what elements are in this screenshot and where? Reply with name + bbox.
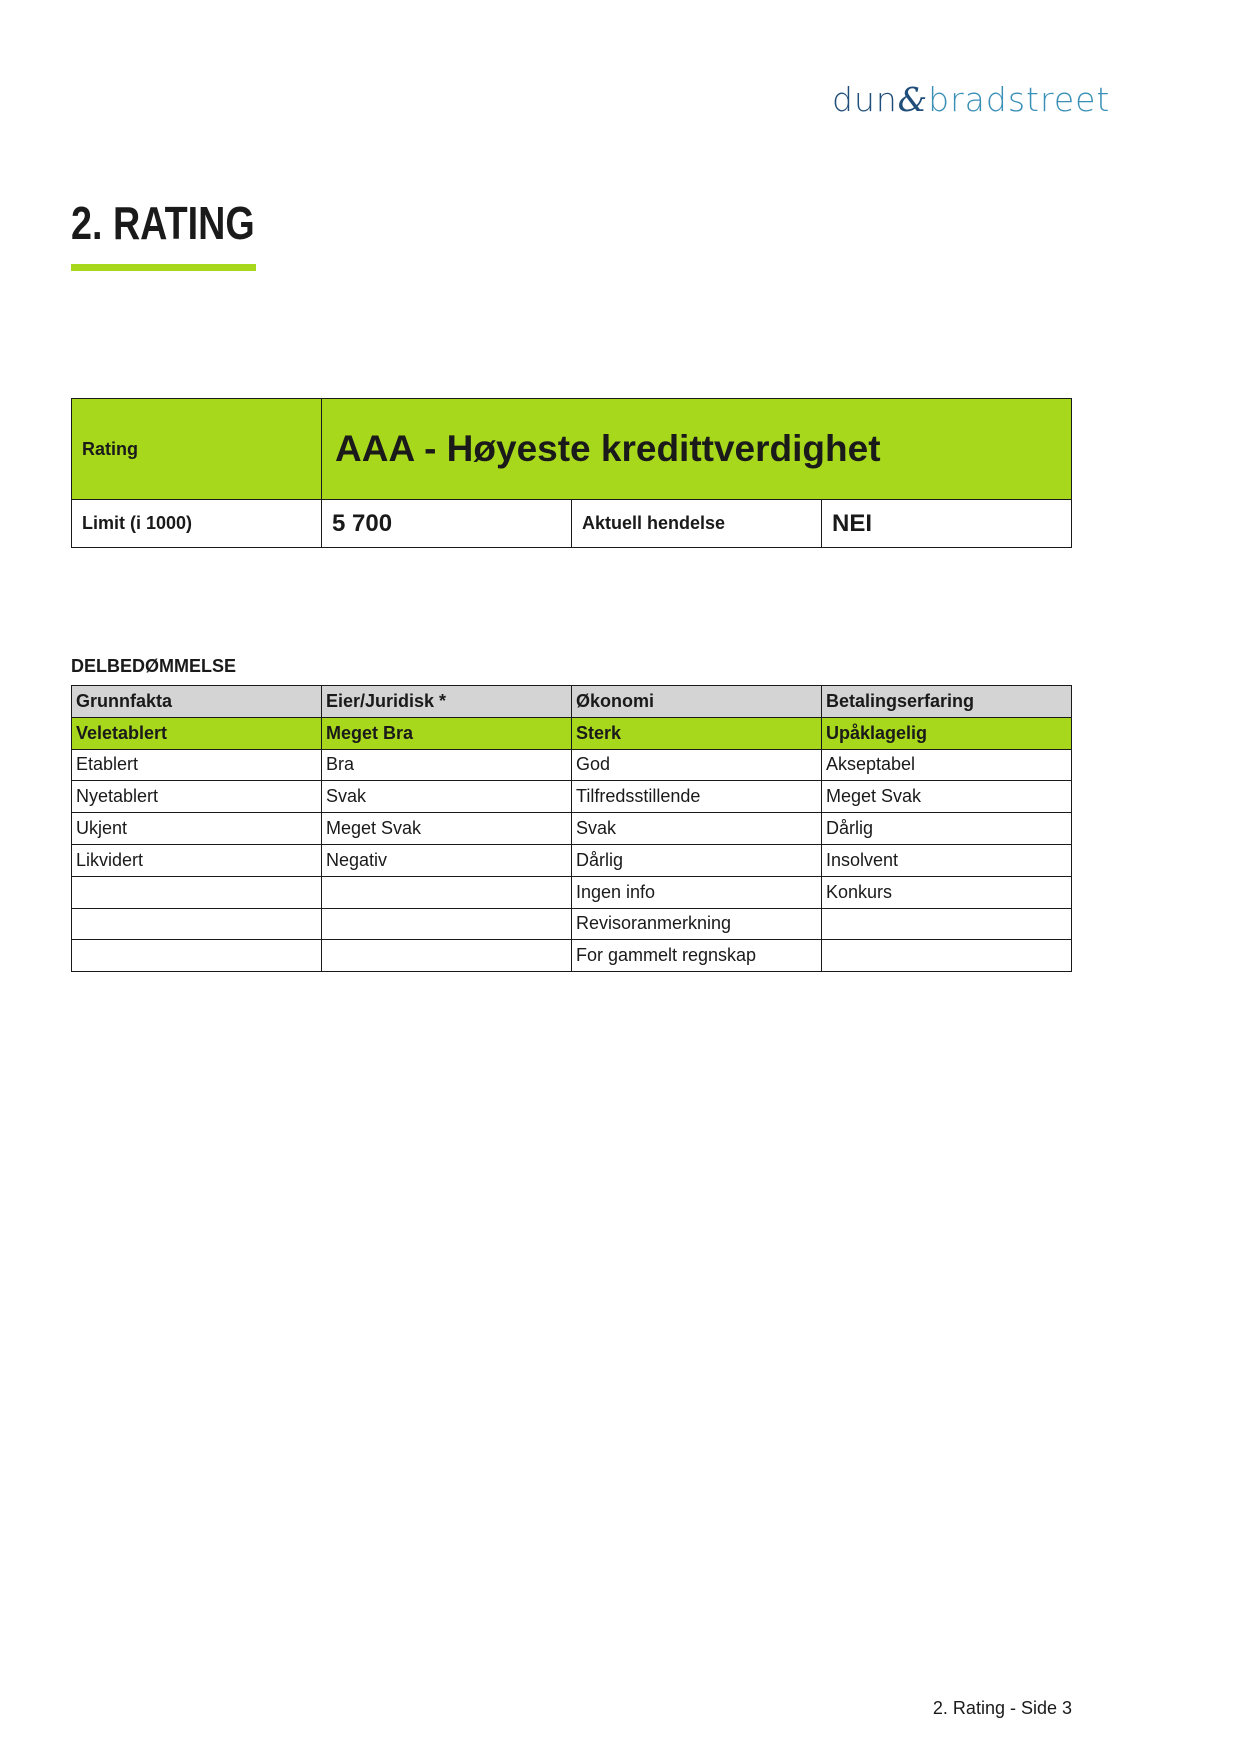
limit-label: Limit (i 1000) (71, 499, 322, 548)
event-label: Aktuell hendelse (571, 499, 822, 548)
table-row: Likvidert Negativ Dårlig Insolvent (71, 843, 1072, 877)
column-header: Økonomi (571, 685, 822, 718)
rating-value: AAA - Høyeste kredittverdighet (321, 398, 1072, 500)
event-value: NEI (821, 499, 1072, 548)
table-cell: Dårlig (571, 843, 822, 877)
selected-cell: Sterk (571, 716, 822, 750)
table-row: Ingen info Konkurs (71, 875, 1072, 909)
dun-bradstreet-logo: dun&bradstreet (832, 80, 1111, 119)
table-cell (321, 939, 572, 973)
table-cell: Negativ (321, 843, 572, 877)
table-cell (71, 939, 322, 973)
table-cell: Svak (571, 812, 822, 845)
table-cell: Likvidert (71, 843, 322, 877)
table-cell (821, 939, 1072, 973)
table-header-row: Grunnfakta Eier/Juridisk * Økonomi Betal… (71, 685, 1072, 718)
table-cell: Dårlig (821, 812, 1072, 845)
section-heading: DELBEDØMMELSE (71, 656, 237, 676)
table-cell: For gammelt regnskap (571, 939, 822, 973)
selected-cell: Veletablert (71, 716, 322, 750)
rating-table: Rating AAA - Høyeste kredittverdighet Li… (71, 398, 1072, 548)
table-cell: Konkurs (821, 875, 1072, 909)
table-cell (71, 875, 322, 909)
table-cell: Ingen info (571, 875, 822, 909)
table-cell (821, 907, 1072, 941)
table-cell: Meget Svak (821, 780, 1072, 814)
table-row: Etablert Bra God Akseptabel (71, 748, 1072, 782)
limit-value: 5 700 (321, 499, 572, 548)
selected-row: Veletablert Meget Bra Sterk Upåklagelig (71, 716, 1072, 750)
table-cell (321, 875, 572, 909)
table-cell: God (571, 748, 822, 782)
column-header: Eier/Juridisk * (321, 685, 572, 718)
table-cell: Meget Svak (321, 812, 572, 845)
table-cell: Akseptabel (821, 748, 1072, 782)
table-cell: Bra (321, 748, 572, 782)
selected-cell: Meget Bra (321, 716, 572, 750)
selected-cell: Upåklagelig (821, 716, 1072, 750)
delbedommelse-table: Grunnfakta Eier/Juridisk * Økonomi Betal… (71, 685, 1072, 973)
page-title: 2. RATING (71, 197, 255, 249)
table-cell (321, 907, 572, 941)
table-cell: Tilfredsstillende (571, 780, 822, 814)
page-footer: 2. Rating - Side 3 (932, 1698, 1072, 1718)
title-underline (71, 264, 256, 271)
table-cell: Ukjent (71, 812, 322, 845)
table-cell: Insolvent (821, 843, 1072, 877)
table-cell: Svak (321, 780, 572, 814)
column-header: Betalingserfaring (821, 685, 1072, 718)
table-cell: Nyetablert (71, 780, 322, 814)
column-header: Grunnfakta (71, 685, 322, 718)
table-row: Revisoranmerkning (71, 907, 1072, 941)
table-row: Nyetablert Svak Tilfredsstillende Meget Sva… (71, 780, 1072, 814)
rating-label: Rating (71, 398, 322, 500)
table-cell: Etablert (71, 748, 322, 782)
table-row: Ukjent Meget Svak Svak Dårlig (71, 812, 1072, 845)
table-cell (71, 907, 322, 941)
table-row: For gammelt regnskap (71, 939, 1072, 973)
table-cell: Revisoranmerkning (571, 907, 822, 941)
